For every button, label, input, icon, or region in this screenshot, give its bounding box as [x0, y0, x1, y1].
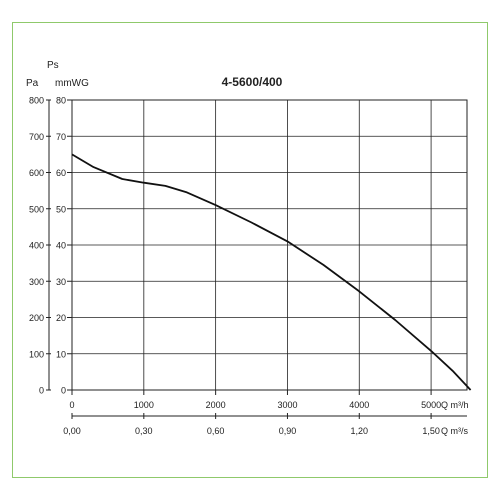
performance-curve — [71, 153, 472, 391]
x-tick-label-m3h: 2000 — [206, 400, 226, 410]
chart-frame — [12, 22, 488, 478]
pa-tick-label: 700 — [29, 132, 44, 142]
chart-title: 4-5600/400 — [222, 75, 283, 89]
mmwg-unit-label: mmWG — [55, 78, 89, 89]
pa-tick-label: 800 — [29, 96, 44, 106]
mmwg-tick-label: 30 — [56, 277, 66, 287]
mmwg-tick-label: 40 — [56, 241, 66, 251]
x-tick-label-m3s: 0,00 — [63, 426, 81, 436]
pa-unit-label: Pa — [26, 78, 39, 89]
mmwg-tick-label: 70 — [56, 132, 66, 142]
x-tick-label-m3h: 5000 — [421, 400, 441, 410]
pa-tick-label: 400 — [29, 241, 44, 251]
x-tick-label-m3s: 1,50 — [422, 426, 440, 436]
x-tick-label-m3s: 0,90 — [279, 426, 297, 436]
x-tick-label-m3s: 0,30 — [135, 426, 153, 436]
pa-tick-label: 0 — [39, 386, 44, 396]
mmwg-tick-label: 0 — [61, 386, 66, 396]
x-tick-label-m3h: 3000 — [277, 400, 297, 410]
pa-tick-label: 100 — [29, 349, 44, 359]
x-unit-m3h-label: Q m³/h — [441, 400, 469, 410]
mmwg-tick-label: 20 — [56, 313, 66, 323]
x-tick-label-m3h: 4000 — [349, 400, 369, 410]
pa-tick-label: 500 — [29, 204, 44, 214]
mmwg-tick-label: 60 — [56, 168, 66, 178]
x-tick-label-m3s: 1,20 — [351, 426, 369, 436]
x-tick-label-m3h: 1000 — [134, 400, 154, 410]
mmwg-tick-label: 10 — [56, 349, 66, 359]
pa-tick-label: 200 — [29, 313, 44, 323]
x-unit-m3s-label: Q m³/s — [441, 426, 468, 436]
pa-tick-label: 300 — [29, 277, 44, 287]
x-tick-label-m3h: 0 — [69, 400, 74, 410]
mmwg-tick-label: 50 — [56, 204, 66, 214]
mmwg-tick-label: 80 — [56, 96, 66, 106]
x-tick-label-m3s: 0,60 — [207, 426, 225, 436]
pa-tick-label: 600 — [29, 168, 44, 178]
ps-label: Ps — [47, 60, 59, 71]
